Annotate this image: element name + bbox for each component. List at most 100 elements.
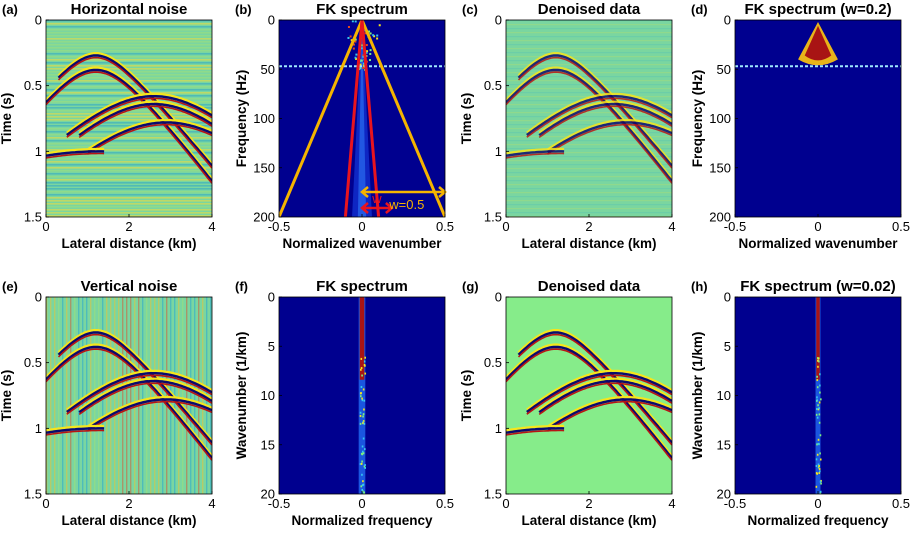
x-tick-label: 2 <box>125 496 132 511</box>
panel-c: 0 2 4 0 0.5 1 1.5 Denoised data (c) Lateral dista… <box>459 1 676 251</box>
noise-stripe <box>46 206 212 208</box>
noise-stripe <box>46 146 212 148</box>
event-4-trace-3 <box>78 105 212 139</box>
noise-stripe <box>46 68 212 70</box>
event-1-trace-2 <box>57 54 212 167</box>
energy-strip <box>358 297 366 494</box>
event-3-trace-2 <box>66 95 212 136</box>
spectral-energy <box>362 483 365 486</box>
noise-stripe <box>506 148 672 150</box>
y-tick-label: 50 <box>717 62 731 77</box>
spectral-energy <box>819 480 822 483</box>
event-5-trace-3 <box>87 123 212 155</box>
spectral-energy <box>819 373 821 376</box>
background <box>506 20 672 217</box>
y-tick-label: 5 <box>724 339 731 354</box>
spectral-energy <box>818 471 821 474</box>
event-1-trace-1 <box>57 51 212 165</box>
spectral-energy <box>819 492 822 494</box>
spectral-energy <box>816 408 818 411</box>
spectral-energy <box>360 462 363 465</box>
noise-stripe <box>190 297 192 494</box>
event-2-trace-1 <box>506 66 672 180</box>
spectral-energy <box>361 460 363 463</box>
noise-stripe <box>506 152 672 154</box>
panel-label: (g) <box>462 279 479 294</box>
y-axis-label: Time (s) <box>0 93 14 145</box>
noise-stripe <box>74 297 76 494</box>
x-tick-label: 0 <box>42 219 49 234</box>
event-6-trace-3 <box>46 152 105 159</box>
noise-stripe <box>46 297 48 494</box>
x-tick-label: 4 <box>668 219 675 234</box>
spectral-energy <box>364 466 366 469</box>
y-tick-label: 1.5 <box>24 210 42 225</box>
noise-stripe <box>46 53 212 55</box>
spectral-energy <box>362 62 365 65</box>
spectral-energy <box>359 63 362 66</box>
event-6-trace-2 <box>46 427 105 434</box>
noise-stripe <box>146 297 148 494</box>
spectral-energy <box>818 401 821 404</box>
y-axis-label: Time (s) <box>459 93 474 145</box>
panel-title: FK spectrum (w=0.2) <box>744 1 891 18</box>
event-2-trace-2 <box>506 68 672 182</box>
spectral-energy <box>361 490 364 493</box>
spectral-energy <box>362 415 364 418</box>
spectral-energy <box>362 66 365 69</box>
event-6-trace-3 <box>506 152 565 159</box>
event-6-trace-1 <box>506 424 565 432</box>
event-6-trace-2 <box>46 150 105 157</box>
spectral-energy <box>354 20 357 23</box>
event-6-trace-1 <box>46 424 105 432</box>
noise-stripe <box>46 77 212 79</box>
noise-stripe <box>506 124 672 126</box>
spectral-energy <box>361 473 363 476</box>
y-axis-label: Wavenumber (1/km) <box>234 332 249 460</box>
y-tick-label: 0 <box>268 290 275 305</box>
spectral-energy <box>372 34 375 37</box>
panel-a: 0 2 4 0 0.5 1 1.5 Horizontal noise (a) Lateral di… <box>0 1 216 251</box>
spectral-energy <box>360 385 363 388</box>
noise-stripe <box>506 52 672 54</box>
event-5-trace-1 <box>86 395 212 428</box>
event-3-trace-2 <box>526 95 672 136</box>
spectral-energy <box>360 59 363 62</box>
spectral-energy <box>819 434 822 437</box>
spectral-energy <box>359 463 362 466</box>
noise-stripe <box>46 59 212 61</box>
spectral-energy <box>362 54 365 57</box>
y-tick-label: 10 <box>717 388 731 403</box>
spectral-energy <box>819 391 821 394</box>
x-axis-label: Lateral distance (km) <box>521 236 656 251</box>
spectral-energy <box>816 357 819 360</box>
noise-stripe <box>506 48 672 50</box>
y-tick-label: 1.5 <box>484 210 502 225</box>
noise-stripe <box>506 196 672 198</box>
arrowhead <box>360 186 369 198</box>
noise-stripe <box>46 122 212 124</box>
y-tick-label: 0 <box>268 13 275 28</box>
noise-stripe <box>506 136 672 138</box>
noise-stripe <box>82 297 84 494</box>
panel-title: FK spectrum <box>316 1 408 18</box>
spectral-energy <box>816 379 819 382</box>
x-axis-label: Normalized frequency <box>291 513 433 528</box>
noise-stripe <box>46 203 212 205</box>
spectral-energy <box>365 44 368 47</box>
spectral-energy <box>359 66 362 69</box>
spectral-energy <box>817 404 819 407</box>
event-5-trace-2 <box>86 398 212 430</box>
x-tick-label: 0.5 <box>436 496 454 511</box>
x-axis-label: Lateral distance (km) <box>521 513 656 528</box>
event-5-trace-2 <box>86 121 212 153</box>
noise-stripe <box>506 92 672 94</box>
event-5-trace-1 <box>86 118 212 151</box>
event-5-trace-3 <box>87 400 212 432</box>
spectral-energy <box>362 437 365 440</box>
background <box>46 297 212 494</box>
plot-area <box>735 20 901 217</box>
noise-stripe <box>142 297 144 494</box>
spectral-energy <box>818 413 821 416</box>
noise-stripe <box>46 113 212 115</box>
